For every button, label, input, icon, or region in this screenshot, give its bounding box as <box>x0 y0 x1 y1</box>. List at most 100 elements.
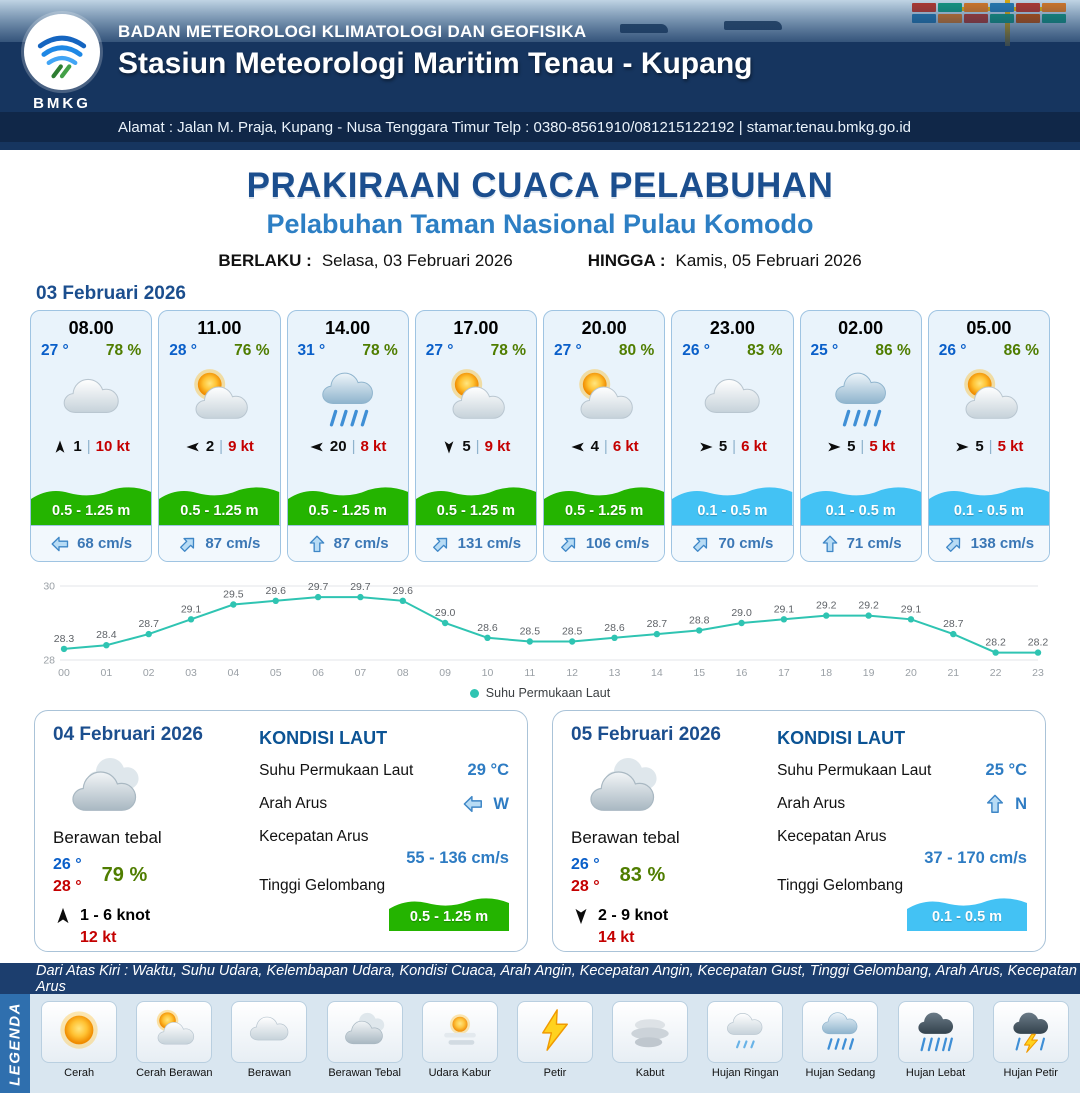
legend-icon-card <box>231 1001 308 1063</box>
forecast-card: 17.00 27 ° 78 % 5 | 9 kt 0.5 - 1.25 m 13… <box>414 310 537 562</box>
wave-band: 0.5 - 1.25 m <box>389 891 509 931</box>
svg-text:29.1: 29.1 <box>774 603 795 615</box>
wind-speed: 5 <box>847 438 856 455</box>
humidity: 83 % <box>619 864 666 887</box>
forecast-date-heading: 03 Februari 2026 <box>36 283 186 304</box>
wave-band: 0.1 - 0.5 m <box>928 479 1049 525</box>
svg-text:29.1: 29.1 <box>901 603 922 615</box>
svg-text:28.6: 28.6 <box>477 622 498 634</box>
svg-text:10: 10 <box>482 667 494 679</box>
svg-text:01: 01 <box>101 667 113 679</box>
weather-icon-hujan-ringan <box>722 1007 768 1058</box>
wind-gust: 8 kt <box>360 438 387 455</box>
station-name: Stasiun Meteorologi Maritim Tenau - Kupa… <box>118 47 753 80</box>
current-direction-icon <box>940 529 968 557</box>
station-address: Alamat : Jalan M. Praja, Kupang - Nusa T… <box>0 112 1080 142</box>
temp-max: 28 ° <box>571 877 600 895</box>
time-label: 14.00 <box>325 318 371 338</box>
day-summary-card: 05 Februari 2026 Berawan tebal 26 ° 28 °… <box>552 710 1046 952</box>
svg-text:28: 28 <box>43 655 55 667</box>
svg-text:28.7: 28.7 <box>647 618 668 630</box>
separator: | <box>219 438 224 455</box>
wave-height: 0.5 - 1.25 m <box>409 909 489 925</box>
legend-section: LEGENDA Cerah Cerah Berawan Berawan Bera… <box>0 994 1080 1093</box>
legend-item: Hujan Petir <box>985 1001 1077 1093</box>
agency-name: BADAN METEOROLOGI KLIMATOLOGI DAN GEOFIS… <box>118 22 587 41</box>
svg-text:00: 00 <box>58 667 70 679</box>
separator: | <box>860 438 865 455</box>
svg-text:15: 15 <box>693 667 705 679</box>
sst-value: 29 °C <box>467 761 509 779</box>
weather-icon-berawan <box>672 360 792 436</box>
svg-text:28.6: 28.6 <box>604 622 625 634</box>
time-label: 02.00 <box>838 318 884 338</box>
bmkg-logo-icon <box>24 14 100 90</box>
legend-item-label: Kabut <box>635 1067 665 1079</box>
forecast-card: 20.00 27 ° 80 % 4 | 6 kt 0.5 - 1.25 m 10… <box>543 310 666 562</box>
svg-text:29.2: 29.2 <box>816 600 837 612</box>
legend-title: LEGENDA <box>6 1001 24 1086</box>
current-direction-label: Arah Arus <box>259 795 328 812</box>
svg-text:29.7: 29.7 <box>308 581 329 593</box>
wave-band: 0.1 - 0.5 m <box>907 891 1027 931</box>
wind-speed: 2 <box>205 438 215 455</box>
bmkg-logo-label: BMKG <box>33 95 91 112</box>
condition-label: Berawan tebal <box>571 828 680 847</box>
wind-gust: 6 kt <box>741 438 767 455</box>
wind-speed: 5 <box>718 438 728 455</box>
svg-text:23: 23 <box>1032 667 1044 679</box>
wave-band: 0.5 - 1.25 m <box>159 479 280 525</box>
svg-text:29.1: 29.1 <box>181 603 202 615</box>
current-direction-icon <box>984 793 1006 815</box>
wind-direction-icon <box>954 439 970 455</box>
legend-item-label: Hujan Petir <box>1003 1067 1058 1079</box>
svg-text:20: 20 <box>905 667 917 679</box>
wave-height: 0.1 - 0.5 m <box>825 503 896 519</box>
legend-item: Hujan Ringan <box>699 1001 791 1093</box>
wind-speed: 4 <box>590 438 599 455</box>
svg-text:28.5: 28.5 <box>520 626 541 638</box>
weather-icon-berawan-tebal <box>571 748 767 826</box>
legend-item: Cerah Berawan <box>128 1001 220 1093</box>
time-label: 17.00 <box>453 318 499 338</box>
wind-speed: 5 <box>975 438 984 455</box>
current-speed-label: Kecepatan Arus <box>259 828 369 845</box>
svg-text:29.0: 29.0 <box>731 607 752 619</box>
svg-text:29.7: 29.7 <box>350 581 371 593</box>
svg-text:17: 17 <box>778 667 790 679</box>
legend-icon-card <box>326 1001 403 1063</box>
humidity: 79 % <box>101 864 148 887</box>
legend-item: Cerah <box>33 1001 125 1093</box>
legend-item: Udara Kabur <box>414 1001 506 1093</box>
validity-period: BERLAKU : Selasa, 03 Februari 2026 HINGG… <box>0 251 1080 271</box>
time-label: 11.00 <box>197 318 242 338</box>
temperature: 27 ° <box>554 342 582 359</box>
current-direction-icon <box>50 534 70 554</box>
svg-text:28.2: 28.2 <box>1028 637 1049 649</box>
svg-text:28.3: 28.3 <box>54 633 75 645</box>
humidity: 78 % <box>105 342 142 359</box>
wave-shape <box>389 898 509 931</box>
header-overlay <box>0 0 1080 150</box>
wind-range: 1 - 6 knot <box>80 907 151 925</box>
svg-text:13: 13 <box>609 667 621 679</box>
separator: | <box>86 438 91 455</box>
weather-icon-udara-kabur <box>437 1007 483 1058</box>
wave-band: 0.5 - 1.25 m <box>415 479 536 525</box>
sst-label: Suhu Permukaan Laut <box>777 761 932 779</box>
time-label: 20.00 <box>581 318 627 338</box>
time-label: 08.00 <box>68 318 114 338</box>
weather-icon-berawan <box>31 360 151 436</box>
legend-title-band: LEGENDA <box>0 994 30 1093</box>
daily-summary-row: 04 Februari 2026 Berawan tebal 26 ° 28 °… <box>0 700 1080 952</box>
weather-icon-hujan-lebat <box>913 1007 959 1058</box>
svg-text:30: 30 <box>43 581 55 593</box>
wind-direction-icon <box>52 439 68 455</box>
current-speed: 131 cm/s <box>457 535 522 552</box>
current-speed: 87 cm/s <box>333 535 389 552</box>
legend-item: Hujan Sedang <box>794 1001 886 1093</box>
svg-text:28.8: 28.8 <box>689 614 710 626</box>
weather-icon-cerah-berawan <box>416 360 536 436</box>
weather-icon-hujan-sedang <box>801 360 921 436</box>
humidity: 86 % <box>1003 342 1039 359</box>
